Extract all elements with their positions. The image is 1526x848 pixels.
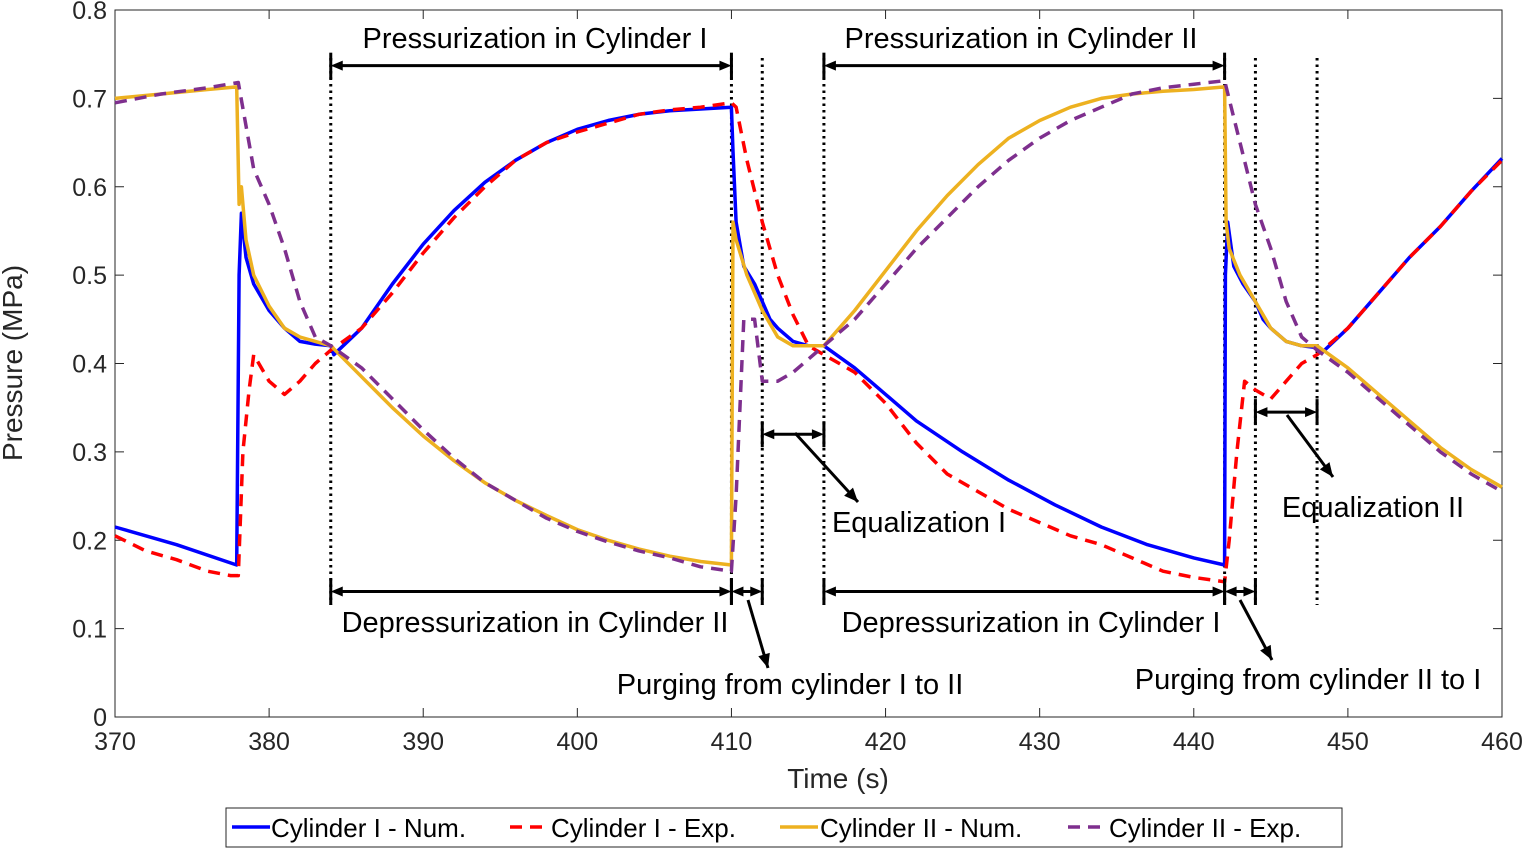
annotation-equalization-2: Equalization II <box>1282 492 1464 524</box>
leader-arrowhead <box>844 487 858 502</box>
y-tick-label: 0.8 <box>72 0 107 25</box>
x-tick-label: 410 <box>711 728 753 756</box>
legend-label-cyl2-exp: Cylinder II - Exp. <box>1109 813 1301 843</box>
y-tick-label: 0.6 <box>72 174 107 202</box>
annotation-depressurization-cyl-2: Depressurization in Cylinder II <box>342 607 729 639</box>
x-tick-label: 420 <box>865 728 907 756</box>
arrowhead <box>811 429 824 440</box>
y-tick-label: 0.1 <box>72 616 107 644</box>
x-axis: 370 380 390 400 410 420 430 440 450 460 <box>94 10 1523 756</box>
arrowhead <box>750 586 763 597</box>
legend-label-cyl2-num: Cylinder II - Num. <box>820 813 1022 843</box>
arrowhead <box>823 60 836 71</box>
leader-arrowhead <box>1260 644 1272 660</box>
y-axis: 0 0.1 0.2 0.3 0.4 0.5 0.6 0.7 0.8 <box>72 0 1502 732</box>
y-tick-label: 0.7 <box>72 85 107 113</box>
arrowhead <box>1212 60 1225 71</box>
y-axis-label: Pressure (MPa) <box>0 265 28 461</box>
x-tick-label: 400 <box>556 728 598 756</box>
arrowhead <box>330 586 343 597</box>
annotation-depressurization-cyl-1: Depressurization in Cylinder I <box>842 607 1221 639</box>
x-tick-label: 450 <box>1327 728 1369 756</box>
arrowhead <box>731 586 744 597</box>
leader-arrow-equal1 <box>793 431 860 504</box>
arrowhead <box>1255 407 1268 418</box>
legend-label-cyl1-num: Cylinder I - Num. <box>271 813 466 843</box>
leader-arrowhead <box>1319 462 1333 477</box>
x-axis-label: Time (s) <box>787 763 889 794</box>
legend-label-cyl1-exp: Cylinder I - Exp. <box>551 813 736 843</box>
arrowhead <box>719 60 732 71</box>
annotations <box>329 52 1335 669</box>
x-tick-label: 440 <box>1173 728 1215 756</box>
series-line-3 <box>114 85 1503 567</box>
x-tick-label: 460 <box>1481 728 1523 756</box>
arrowhead <box>762 429 775 440</box>
y-tick-label: 0.3 <box>72 439 107 467</box>
y-tick-label: 0.5 <box>72 262 107 290</box>
x-tick-label: 370 <box>94 728 136 756</box>
y-tick-label: 0.2 <box>72 527 107 555</box>
arrowhead <box>1243 586 1256 597</box>
legend: Cylinder I - Num. Cylinder I - Exp. Cyli… <box>225 807 1343 848</box>
series-line-2 <box>114 101 1504 584</box>
arrowhead <box>719 586 732 597</box>
arrowhead <box>1224 586 1237 597</box>
annotation-pressurization-cyl-2: Pressurization in Cylinder II <box>845 23 1198 55</box>
arrowhead <box>330 60 343 71</box>
series-line-4 <box>114 78 1503 573</box>
x-tick-label: 380 <box>248 728 290 756</box>
y-tick-label: 0.4 <box>72 351 107 379</box>
leader-arrowhead <box>758 652 770 668</box>
arrowhead <box>1305 407 1318 418</box>
annotation-purging-2-to-1: Purging from cylinder II to I <box>1135 664 1482 696</box>
arrowhead <box>1212 586 1225 597</box>
annotation-pressurization-cyl-1: Pressurization in Cylinder I <box>363 23 708 55</box>
annotation-purging-1-to-2: Purging from cylinder I to II <box>617 669 964 701</box>
series-lines <box>114 78 1504 584</box>
arrowhead <box>823 586 836 597</box>
y-tick-label: 0 <box>93 704 107 732</box>
x-tick-label: 430 <box>1019 728 1061 756</box>
x-tick-label: 390 <box>402 728 444 756</box>
annotation-equalization-1: Equalization I <box>832 507 1006 539</box>
